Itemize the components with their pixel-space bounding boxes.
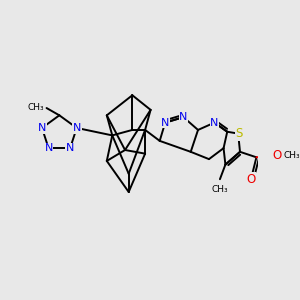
Text: CH₃: CH₃: [212, 185, 228, 194]
Text: O: O: [273, 149, 282, 162]
Text: N: N: [73, 123, 81, 133]
Text: CH₃: CH₃: [284, 151, 300, 160]
Text: O: O: [246, 173, 256, 186]
Text: N: N: [179, 112, 188, 122]
Text: N: N: [38, 123, 46, 133]
Text: N: N: [210, 118, 219, 128]
Text: N: N: [66, 143, 74, 153]
Text: S: S: [236, 127, 243, 140]
Text: CH₃: CH₃: [27, 103, 44, 112]
Text: N: N: [161, 118, 170, 128]
Text: N: N: [44, 143, 53, 153]
